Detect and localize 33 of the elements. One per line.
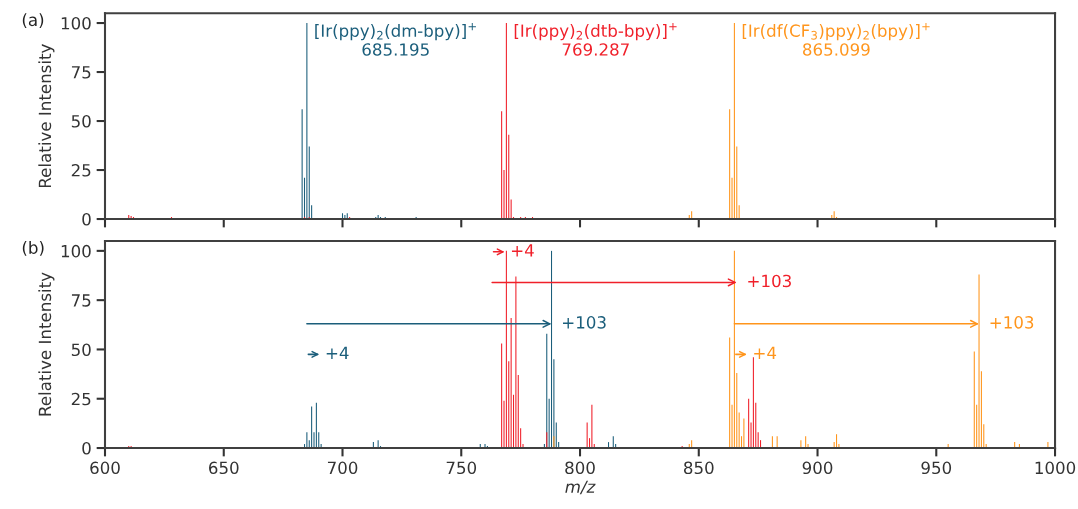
text: [Ir(df(CF$_{3}$)ppy)$_{2}$(bpy)]$^{+}$ 865.099 bbox=[742, 23, 930, 56]
x-tick-label: 850 bbox=[684, 461, 714, 475]
y-tick-label: 0 bbox=[82, 441, 91, 455]
annotation: +4 bbox=[326, 346, 349, 359]
text: (b) bbox=[22, 241, 44, 256]
y-tick-label: 50 bbox=[71, 114, 91, 128]
x-tick-label: 650 bbox=[209, 461, 239, 475]
y-tick-label: 25 bbox=[71, 163, 91, 177]
annotation: +103 bbox=[990, 316, 1034, 329]
x-tick-label: 950 bbox=[921, 461, 952, 475]
annotation: +4 bbox=[511, 244, 534, 257]
y-tick-label: 100 bbox=[61, 244, 91, 258]
y-tick-label: 50 bbox=[71, 343, 91, 357]
x-tick-label: 600 bbox=[90, 461, 120, 475]
y-axis-title: Relative Intensity bbox=[38, 272, 55, 416]
y-tick-label: 0 bbox=[82, 212, 91, 226]
annotation: +103 bbox=[563, 316, 606, 329]
x-tick-label: 900 bbox=[802, 461, 833, 475]
x-tick-label: 700 bbox=[327, 461, 358, 475]
text: [Ir(ppy)$_{2}$(dm-bpy)]$^{+}$ 685.195 bbox=[315, 23, 476, 56]
y-tick-label: 100 bbox=[61, 17, 91, 30]
y-tick-label: 25 bbox=[71, 392, 91, 406]
y-axis-title: Relative Intensity bbox=[38, 44, 55, 188]
x-tick-label: 1000 bbox=[1035, 461, 1076, 475]
text: [Ir(ppy)$_{2}$(dtb-bpy)]$^{+}$ 769.287 bbox=[514, 23, 677, 56]
x-axis-title: m/z bbox=[565, 480, 596, 495]
text: (a) bbox=[22, 13, 44, 29]
x-tick-label: 800 bbox=[565, 461, 595, 475]
y-tick-label: 75 bbox=[71, 66, 91, 79]
y-tick-label: 75 bbox=[71, 294, 91, 307]
annotation: +103 bbox=[748, 274, 791, 288]
annotation: +4 bbox=[754, 346, 777, 359]
x-tick-label: 750 bbox=[446, 461, 477, 475]
